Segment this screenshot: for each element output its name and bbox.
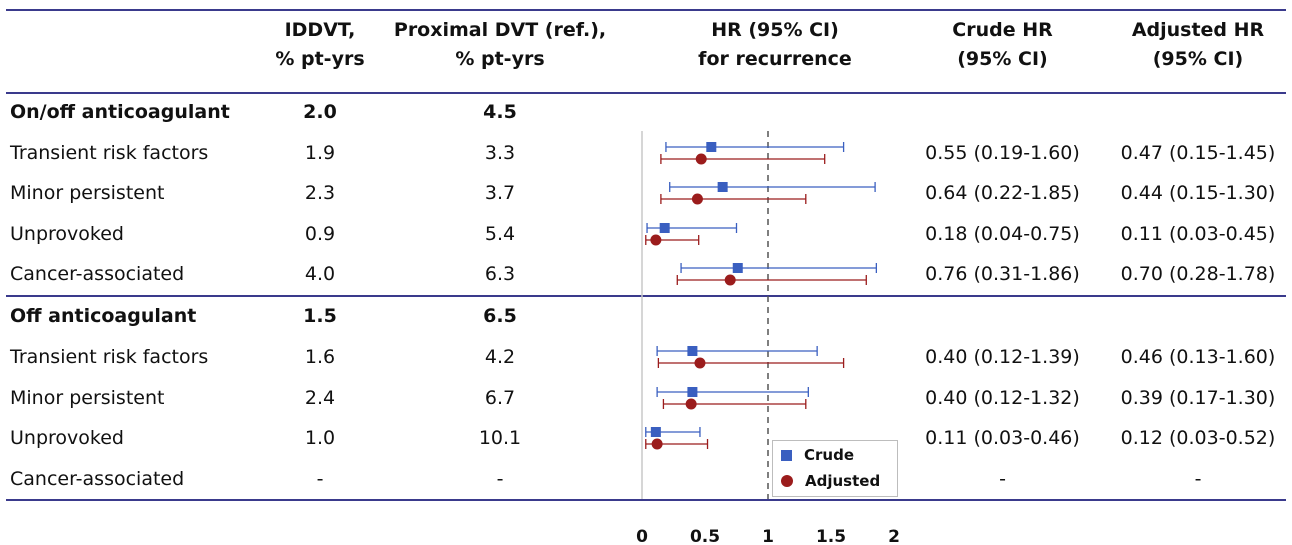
- proximal-value: -: [496, 468, 504, 490]
- crude-hr-value: 0.40 (0.12-1.32): [925, 387, 1080, 409]
- iddvt-value: 1.0: [304, 427, 336, 449]
- proximal-value: 4.2: [484, 346, 516, 368]
- table-row: On/off anticoagulant 2.0 4.5: [0, 96, 1292, 128]
- point-estimate-adjusted: [694, 357, 706, 369]
- header-iddvt: IDDVT,% pt-yrs: [275, 19, 365, 70]
- legend-label-crude: Crude: [804, 446, 854, 464]
- row-label: Transient risk factors: [10, 346, 209, 368]
- group-divider-rule: [6, 295, 1286, 297]
- table-row: Off anticoagulant 1.5 6.5: [0, 300, 1292, 332]
- crude-hr-value: 0.40 (0.12-1.39): [925, 346, 1080, 368]
- header-hr-ci: HR (95% CI) for recurrence: [698, 19, 852, 70]
- adjusted-hr-value: 0.39 (0.17-1.30): [1120, 387, 1276, 409]
- table-row: Minor persistent 2.3 3.7 0.64 (0.22-1.85…: [0, 177, 1292, 209]
- table-row: Transient risk factors 1.6 4.2 0.40 (0.1…: [0, 341, 1292, 373]
- chart-legend: Crude Adjusted: [772, 440, 898, 497]
- row-label: Transient risk factors: [10, 142, 209, 164]
- proximal-value: 6.7: [484, 387, 516, 409]
- point-estimate-crude: [687, 346, 698, 356]
- x-tick-label: 0.5: [690, 527, 720, 545]
- row-label: Unprovoked: [10, 223, 124, 245]
- table-row: Cancer-associated 4.0 6.3 0.76 (0.31-1.8…: [0, 258, 1292, 290]
- table-row: Cancer-associated - - - -: [0, 463, 1292, 495]
- point-estimate-crude: [706, 142, 717, 152]
- header-rule: [6, 92, 1286, 94]
- point-estimate-adjusted: [650, 234, 662, 246]
- row-label: On/off anticoagulant: [10, 101, 230, 123]
- x-tick-label: 2: [888, 527, 900, 545]
- proximal-value: 6.5: [483, 305, 517, 327]
- iddvt-value: 4.0: [304, 263, 336, 285]
- adjusted-hr-value: 0.47 (0.15-1.45): [1120, 142, 1276, 164]
- row-label: Minor persistent: [10, 182, 165, 204]
- header-proximal-dvt: Proximal DVT (ref.),% pt-yrs: [393, 19, 607, 70]
- adjusted-hr-value: -: [1194, 468, 1202, 490]
- x-tick-label: 1.5: [816, 527, 846, 545]
- table-row: Minor persistent 2.4 6.7 0.40 (0.12-1.32…: [0, 382, 1292, 414]
- point-estimate-adjusted: [651, 438, 663, 450]
- adjusted-hr-value: 0.70 (0.28-1.78): [1120, 263, 1276, 285]
- point-estimate-adjusted: [691, 193, 703, 205]
- point-estimate-adjusted: [724, 274, 736, 286]
- iddvt-value: 1.6: [304, 346, 336, 368]
- point-estimate-crude: [687, 387, 698, 397]
- proximal-value: 4.5: [483, 101, 517, 123]
- row-label: Cancer-associated: [10, 263, 185, 285]
- proximal-value: 5.4: [484, 223, 516, 245]
- circle-marker-icon: [781, 475, 793, 487]
- iddvt-value: 1.9: [304, 142, 336, 164]
- crude-hr-value: 0.64 (0.22-1.85): [925, 182, 1080, 204]
- x-tick-label: 0: [636, 527, 648, 545]
- proximal-value: 6.3: [484, 263, 516, 285]
- iddvt-value: 1.5: [303, 305, 337, 327]
- iddvt-value: 2.0: [303, 101, 337, 123]
- top-rule: [6, 9, 1286, 11]
- proximal-value: 3.7: [484, 182, 516, 204]
- point-estimate-crude: [717, 182, 728, 192]
- legend-item-adjusted: Adjusted: [781, 471, 880, 491]
- iddvt-value: 2.3: [304, 182, 336, 204]
- adjusted-hr-value: 0.44 (0.15-1.30): [1120, 182, 1276, 204]
- iddvt-value: 2.4: [304, 387, 336, 409]
- point-estimate-crude: [650, 427, 661, 437]
- adjusted-hr-value: 0.11 (0.03-0.45): [1120, 223, 1276, 245]
- point-estimate-adjusted: [685, 398, 697, 410]
- legend-label-adjusted: Adjusted: [805, 472, 881, 490]
- adjusted-hr-value: 0.46 (0.13-1.60): [1120, 346, 1276, 368]
- crude-hr-value: -: [999, 468, 1006, 490]
- bottom-rule: [6, 499, 1286, 501]
- x-tick-label: 1: [762, 527, 774, 545]
- proximal-value: 3.3: [484, 142, 516, 164]
- table-row: Unprovoked 1.0 10.1 0.11 (0.03-0.46) 0.1…: [0, 422, 1292, 454]
- crude-hr-value: 0.11 (0.03-0.46): [925, 427, 1080, 449]
- square-marker-icon: [781, 450, 792, 461]
- header-crude-hr: Crude HR (95% CI): [952, 19, 1053, 70]
- row-label: Cancer-associated: [10, 468, 185, 490]
- crude-hr-value: 0.55 (0.19-1.60): [925, 142, 1080, 164]
- header-adjusted-hr: Adjusted HR (95% CI): [1131, 19, 1265, 70]
- point-estimate-crude: [732, 263, 743, 273]
- crude-hr-value: 0.76 (0.31-1.86): [925, 263, 1080, 285]
- iddvt-value: 0.9: [304, 223, 336, 245]
- row-label: Unprovoked: [10, 427, 124, 449]
- table-row: Unprovoked 0.9 5.4 0.18 (0.04-0.75) 0.11…: [0, 218, 1292, 250]
- row-label: Minor persistent: [10, 387, 165, 409]
- proximal-value: 10.1: [478, 427, 522, 449]
- point-estimate-adjusted: [695, 153, 707, 165]
- table-row: Transient risk factors 1.9 3.3 0.55 (0.1…: [0, 137, 1292, 169]
- crude-hr-value: 0.18 (0.04-0.75): [925, 223, 1080, 245]
- adjusted-hr-value: 0.12 (0.03-0.52): [1120, 427, 1276, 449]
- point-estimate-crude: [659, 223, 670, 233]
- legend-item-crude: Crude: [781, 445, 854, 465]
- iddvt-value: -: [316, 468, 324, 490]
- row-label: Off anticoagulant: [10, 305, 197, 327]
